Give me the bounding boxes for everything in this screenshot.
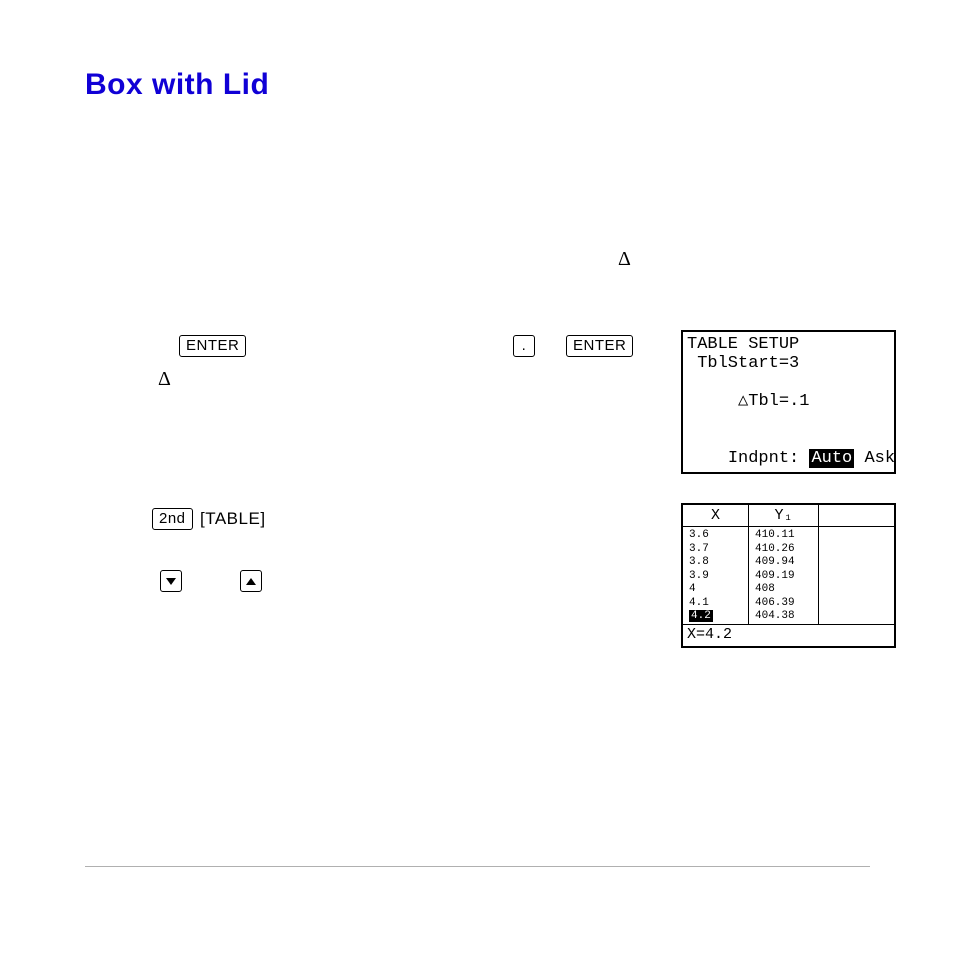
table-values-screen: X Y₁ 3.63.73.83.944.14.2 410.11410.26409… [681,503,896,648]
indpnt-auto: Auto [809,449,854,468]
table-header: X Y₁ [683,505,894,527]
delta-symbol-top: Δ [618,248,631,271]
table-row: 3.9 [689,570,744,584]
chevron-down-icon [166,578,176,585]
table-row: 410.11 [755,529,814,543]
page-divider [85,866,870,867]
col-empty [819,527,894,624]
table-row: 409.19 [755,570,814,584]
table-footer: X=4.2 [683,625,894,645]
table-row: 3.6 [689,529,744,543]
table-row: 3.8 [689,556,744,570]
page-title: Box with Lid [85,68,269,102]
screen1-title: TABLE SETUP [687,335,890,354]
table-bracket-label: [TABLE] [200,509,266,529]
col-x-values: 3.63.73.83.944.14.2 [683,527,749,624]
chevron-up-icon [246,578,256,585]
table-row: 404.38 [755,610,814,624]
enter-key-1[interactable]: ENTER [179,335,246,357]
second-key[interactable]: 2nd [152,508,193,530]
indpnt-ask: Ask [864,449,895,468]
table-row: 3.7 [689,543,744,557]
dot-key[interactable]: . [513,335,535,357]
col-x-header: X [683,505,748,526]
table-row: 4.1 [689,597,744,611]
table-row: 409.94 [755,556,814,570]
screen1-tblstart: TblStart=3 [687,354,890,373]
col-y1-header: Y₁ [749,505,818,526]
col-y1-values: 410.11410.26409.94409.19408406.39404.38 [749,527,819,624]
screen1-deltatbl: △Tbl=.1 [687,373,890,430]
delta-symbol-left: Δ [158,368,171,391]
table-row: 406.39 [755,597,814,611]
up-arrow-key[interactable] [240,570,262,592]
table-row: 408 [755,583,814,597]
down-arrow-key[interactable] [160,570,182,592]
enter-key-2[interactable]: ENTER [566,335,633,357]
screen1-indpnt: Indpnt: Auto Ask [687,430,890,487]
table-row: 410.26 [755,543,814,557]
table-row: 4 [689,583,744,597]
table-row: 4.2 [689,610,744,624]
table-setup-screen: TABLE SETUP TblStart=3 △Tbl=.1 Indpnt: A… [681,330,896,474]
table-body: 3.63.73.83.944.14.2 410.11410.26409.9440… [683,527,894,625]
